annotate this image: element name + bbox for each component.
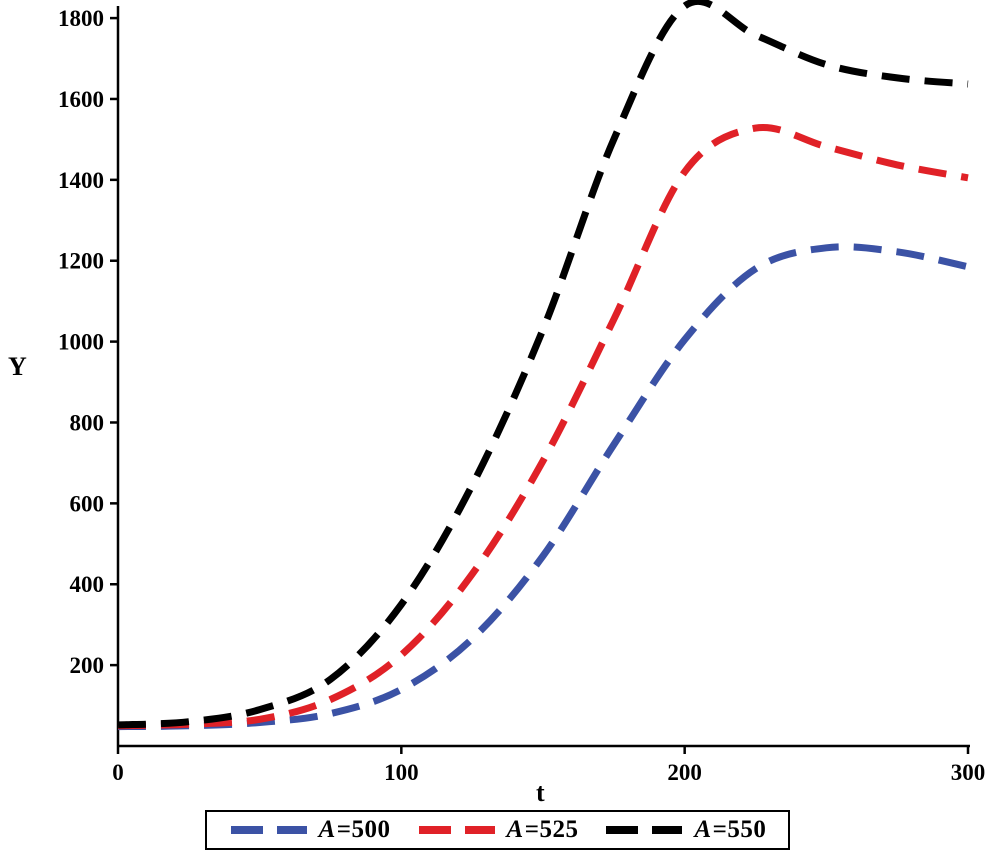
y-tick-label: 600: [70, 491, 105, 516]
legend-line-sample: [606, 826, 683, 834]
y-tick-label: 1800: [58, 6, 104, 31]
legend-line-sample: [230, 826, 307, 834]
y-tick-label: 1000: [58, 330, 104, 355]
legend-box: A=500 A=525 A=550: [204, 810, 791, 850]
chart-legend: A=500 A=525 A=550: [0, 810, 995, 850]
legend-item: A=550: [604, 816, 766, 844]
x-tick-label: 100: [384, 760, 419, 785]
x-axis-label: t: [536, 778, 545, 807]
legend-label: A=525: [506, 816, 579, 843]
line-chart-canvas: 0 100 200 300 200 400 600 800 1000 1200 1400 1600 18…: [58, 0, 986, 785]
y-tick-label: 200: [70, 653, 105, 678]
x-tick-label: 0: [112, 760, 124, 785]
legend-label: A=500: [318, 816, 391, 843]
series-curve-a-550: [117, 0, 969, 729]
series-curve-a-525: [117, 123, 969, 730]
y-tick-label: 800: [70, 410, 105, 435]
axes: [110, 6, 970, 754]
y-tick-label: 1200: [58, 249, 104, 274]
legend-item: A=525: [417, 816, 579, 844]
legend-line-sample: [418, 826, 495, 834]
y-tick-label: 1400: [58, 168, 104, 193]
y-axis-label: Y: [8, 352, 27, 381]
legend-label: A=550: [694, 816, 767, 843]
x-tick-label: 300: [951, 760, 986, 785]
series-curve-a-500: [117, 243, 969, 731]
y-tick-label: 400: [70, 572, 105, 597]
legend-item: A=500: [229, 816, 391, 844]
x-tick-label: 200: [667, 760, 702, 785]
y-tick-label: 1600: [58, 87, 104, 112]
